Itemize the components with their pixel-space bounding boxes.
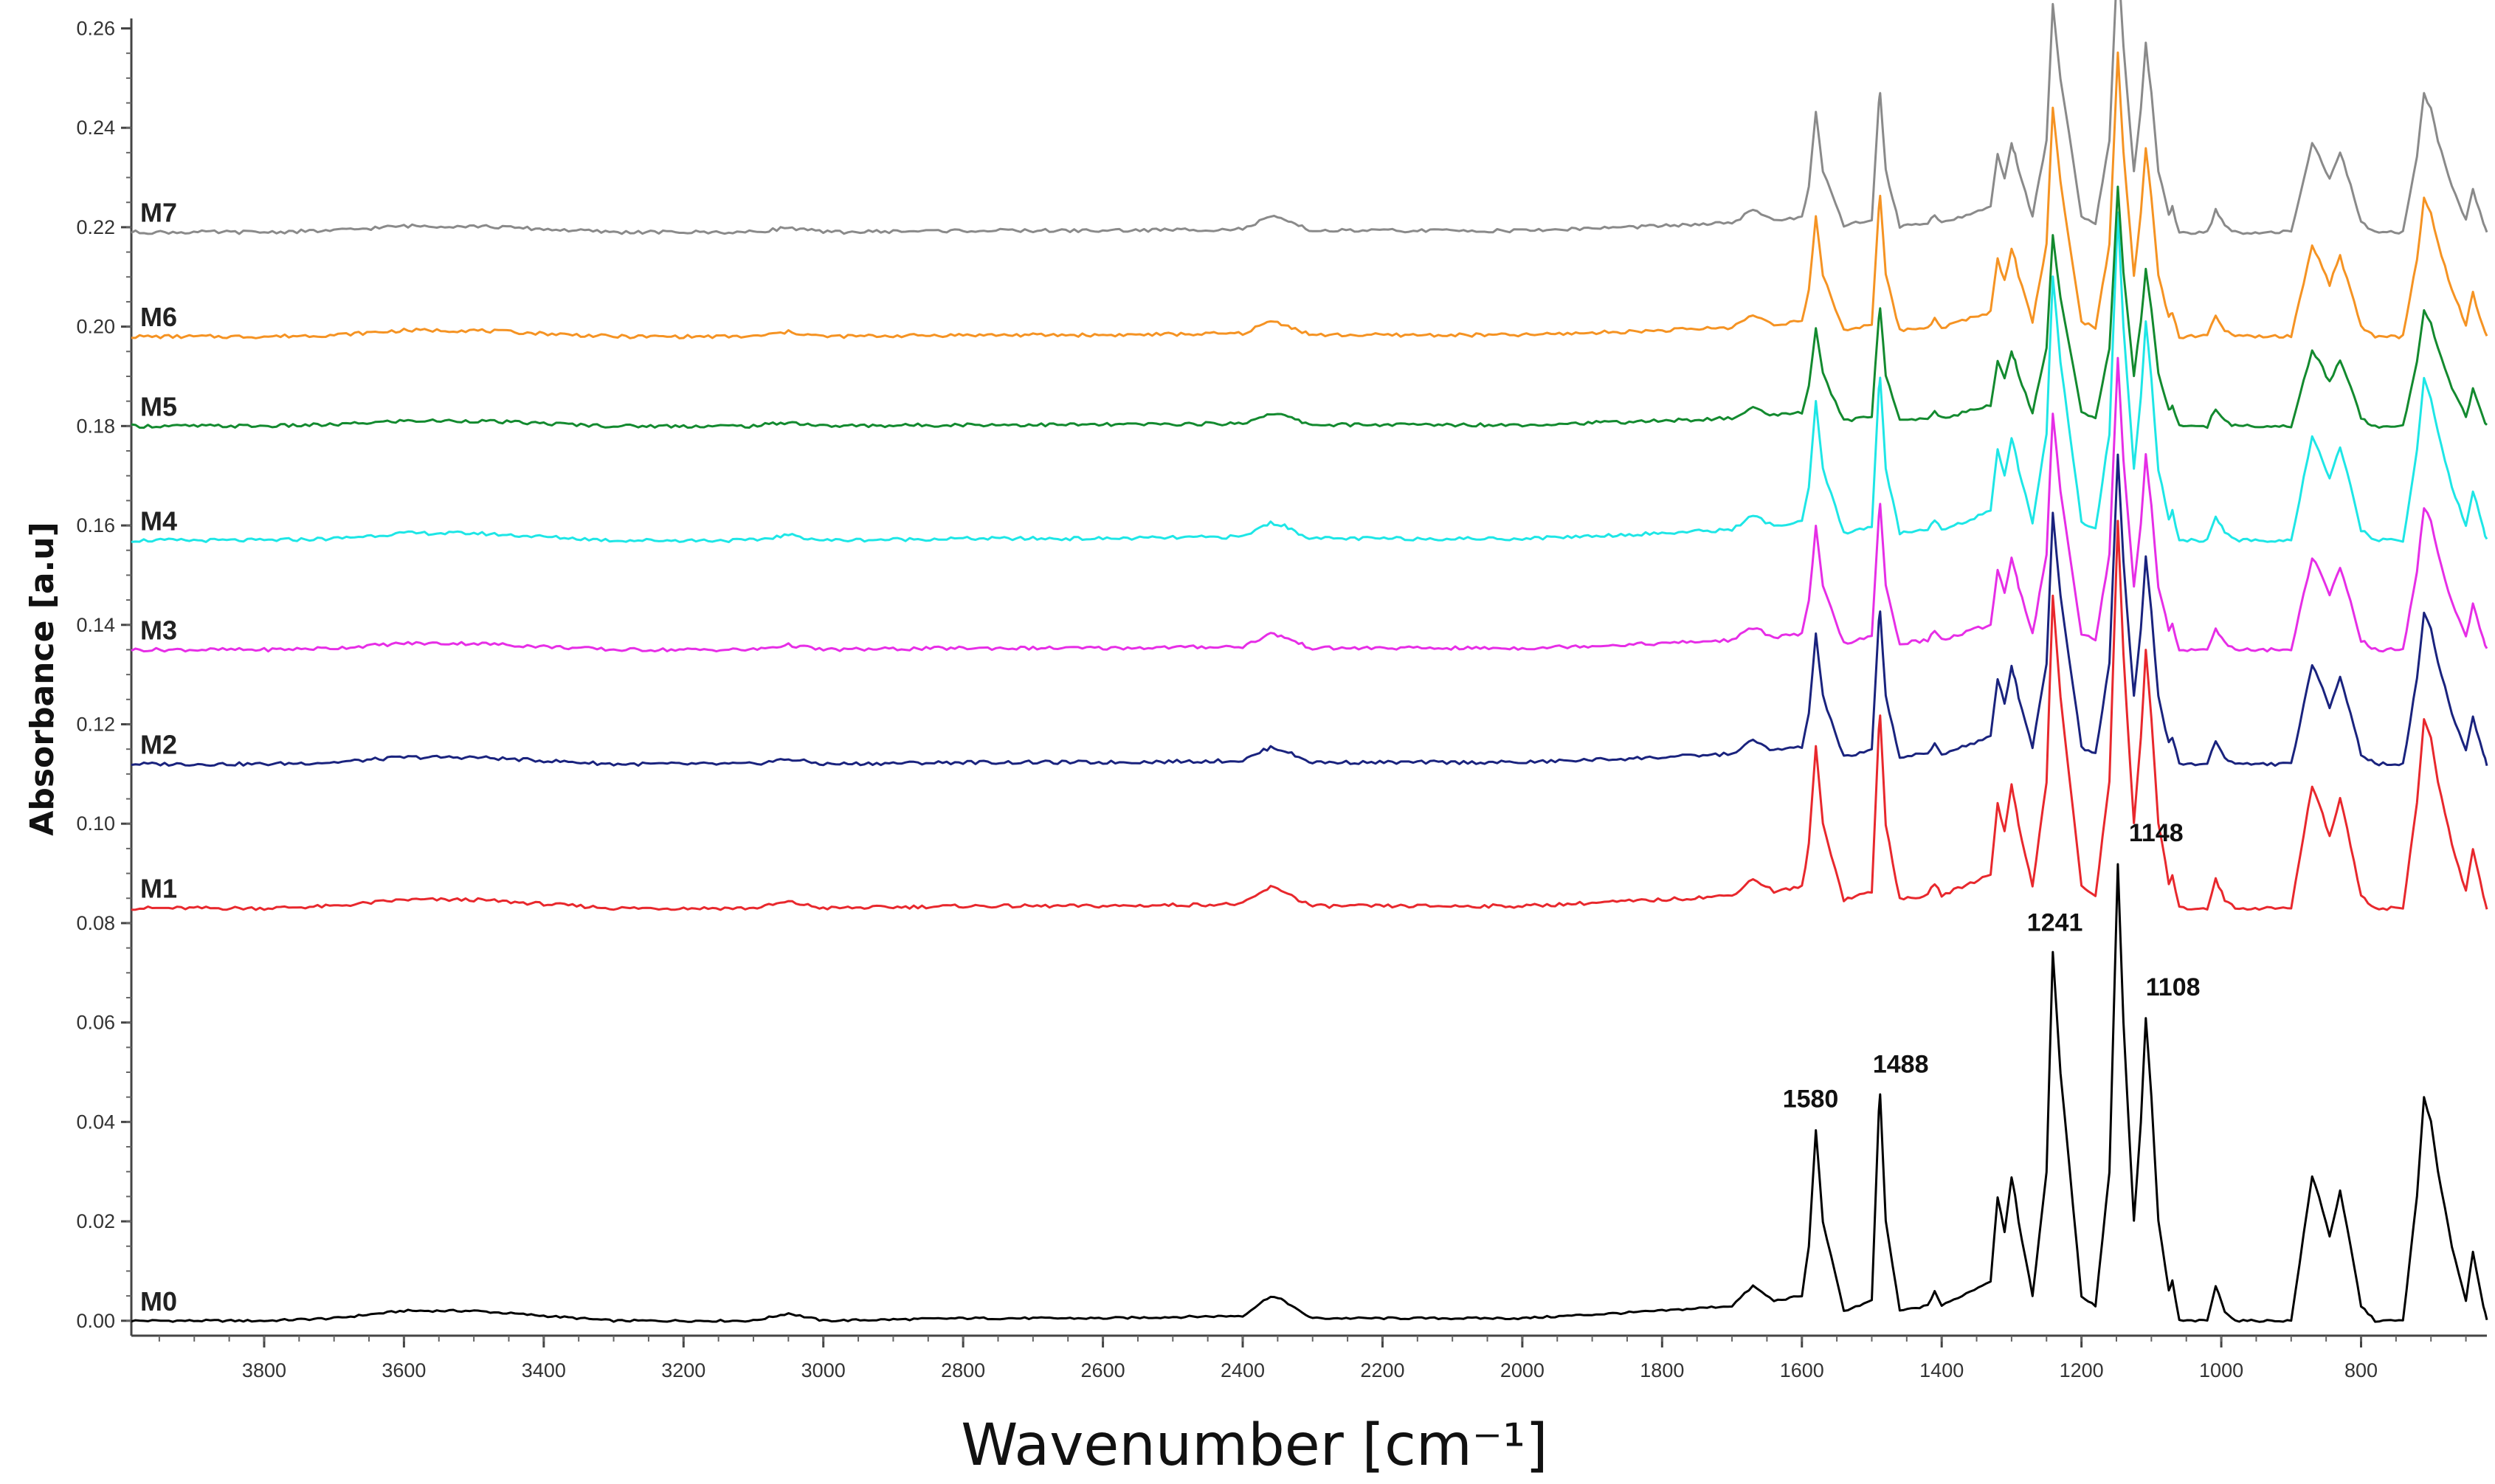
- series-label-m1: M1: [140, 874, 177, 904]
- series-label-m4: M4: [140, 505, 177, 536]
- y-tick-label: 0.10: [76, 812, 115, 835]
- peak-label-1241: 1241: [2027, 908, 2083, 936]
- x-tick-label: 1200: [2060, 1359, 2104, 1381]
- series-line-m1: [131, 520, 2488, 911]
- x-tick-label: 1800: [1640, 1359, 1684, 1381]
- x-tick-label: 3800: [242, 1359, 286, 1381]
- series-label-m0: M0: [140, 1286, 177, 1316]
- x-axis-title: Wavenumber [cm⁻¹]: [961, 1412, 1547, 1479]
- y-tick-label: 0.04: [76, 1111, 115, 1133]
- x-tick-label: 800: [2344, 1359, 2378, 1381]
- y-tick-label: 0.14: [76, 614, 115, 636]
- peak-label-1580: 1580: [1783, 1085, 1839, 1113]
- peak-label-1488: 1488: [1873, 1050, 1929, 1078]
- series-labels: M0 M1 M2 M3 M4 M5 M6 M7: [140, 198, 177, 1316]
- x-tick-label: 2800: [941, 1359, 985, 1381]
- x-tick-label: 1000: [2199, 1359, 2243, 1381]
- series-line-m0: [131, 863, 2488, 1323]
- y-tick-label: 0.02: [76, 1210, 115, 1232]
- series-line-m6: [131, 51, 2488, 339]
- x-ticks: 3800 3600 3400 3200 3000 2800 2600 2400 2200 2000…: [158, 1336, 2467, 1381]
- x-tick-label: 2200: [1360, 1359, 1404, 1381]
- y-tick-label: 0.12: [76, 713, 115, 735]
- series-label-m5: M5: [140, 391, 177, 421]
- peak-label-1148: 1148: [2129, 819, 2184, 847]
- y-tick-label: 0.16: [76, 514, 115, 536]
- peak-labels: 1580 1488 1241 1148 1108: [1783, 819, 2201, 1113]
- x-tick-label: 2400: [1221, 1359, 1265, 1381]
- peak-label-1108: 1108: [2146, 973, 2201, 1001]
- series-line-m7: [131, 0, 2488, 235]
- x-tick-label: 3200: [661, 1359, 705, 1381]
- y-tick-label: 0.06: [76, 1012, 115, 1034]
- y-tick-label: 0.26: [76, 17, 115, 39]
- series-label-m6: M6: [140, 302, 177, 332]
- y-tick-label: 0.18: [76, 415, 115, 437]
- y-tick-label: 0.24: [76, 117, 115, 139]
- series-line-m3: [131, 356, 2488, 653]
- series-line-m2: [131, 453, 2488, 767]
- series-line-m5: [131, 185, 2488, 429]
- x-tick-label: 3400: [522, 1359, 566, 1381]
- axes: [130, 18, 2487, 1337]
- y-tick-label: 0.22: [76, 216, 115, 238]
- y-ticks: 0.00 0.02 0.04 0.06 0.08 0.10 0.12 0.14 0.16 0.18…: [76, 17, 131, 1332]
- x-tick-label: 3600: [382, 1359, 426, 1381]
- y-tick-label: 0.08: [76, 912, 115, 934]
- series-group: [131, 0, 2488, 1323]
- x-tick-label: 2000: [1500, 1359, 1545, 1381]
- series-line-m4: [131, 211, 2488, 543]
- y-tick-label: 0.20: [76, 316, 115, 338]
- y-tick-label: 0.00: [76, 1310, 115, 1332]
- y-axis-title: Absorbance [a.u]: [24, 522, 61, 835]
- series-label-m2: M2: [140, 729, 177, 759]
- series-label-m3: M3: [140, 615, 177, 645]
- x-tick-label: 1400: [1919, 1359, 1964, 1381]
- x-tick-label: 3000: [801, 1359, 846, 1381]
- series-label-m7: M7: [140, 198, 177, 228]
- x-tick-label: 1600: [1780, 1359, 1824, 1381]
- x-tick-label: 2600: [1081, 1359, 1125, 1381]
